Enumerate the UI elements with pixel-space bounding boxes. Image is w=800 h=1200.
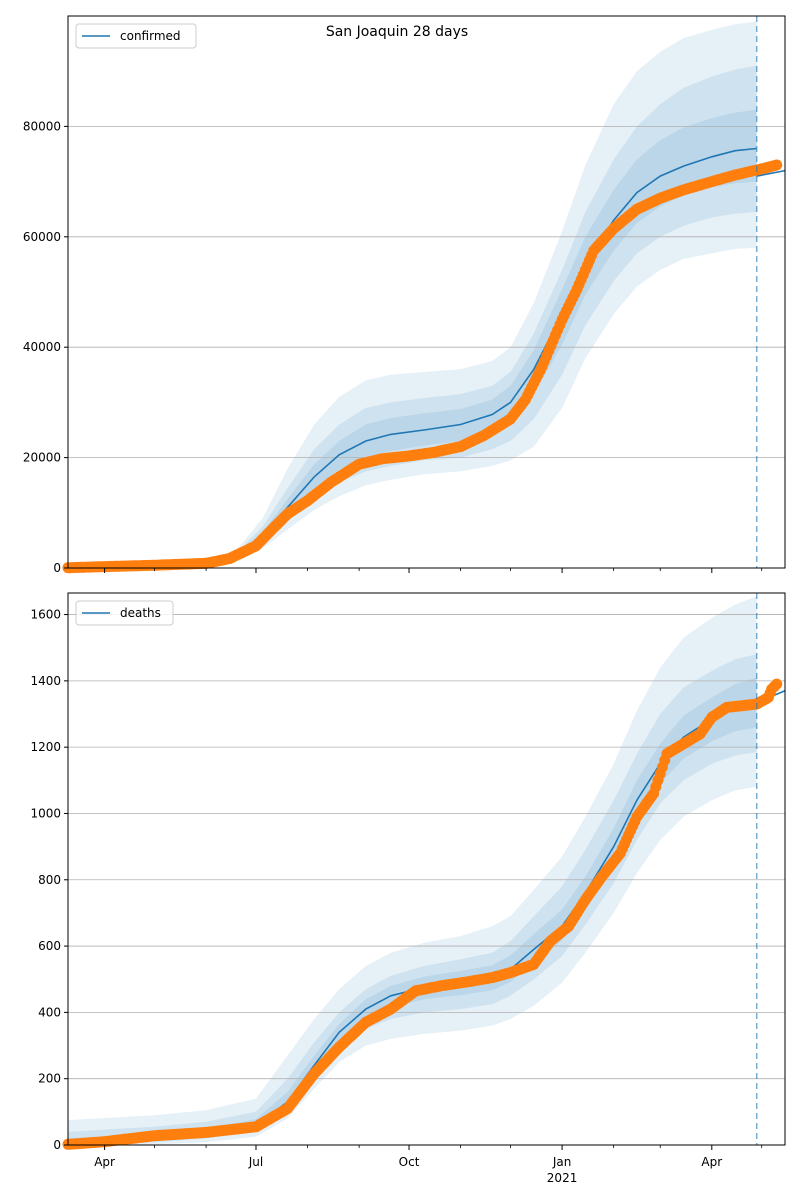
- deaths-legend: deaths: [75, 600, 174, 626]
- axes-frame: [67, 15, 786, 569]
- y-tick-label: 200: [38, 1072, 61, 1086]
- confirmed-axes-frame: [67, 15, 786, 569]
- y-tick-label: 20000: [23, 451, 61, 465]
- forecast-line: [756, 169, 786, 177]
- legend-box: [75, 23, 197, 49]
- y-tick-label: 40000: [23, 340, 61, 354]
- y-tick-label: 600: [38, 939, 61, 953]
- interval-band-3: [68, 109, 757, 569]
- x-tick-label: Apr: [94, 1155, 115, 1169]
- deaths-axes-frame: [67, 592, 786, 1146]
- interval-band-2: [68, 65, 757, 568]
- legend-label: deaths: [120, 606, 161, 620]
- observed-point: [771, 678, 783, 690]
- confirmed-x-axis: [104, 568, 763, 573]
- x-tick-label: Oct: [399, 1155, 420, 1169]
- interval-band-2: [68, 654, 757, 1145]
- y-tick-label: 1200: [30, 740, 61, 754]
- confirmed-panel: 0 20000 40000 60000 80000 confirmed San Joaq…: [23, 15, 786, 575]
- x-tick-label: Apr: [701, 1155, 722, 1169]
- y-tick-label: 1600: [30, 608, 61, 622]
- confirmed-y-axis: 0 20000 40000 60000 80000: [23, 119, 68, 575]
- interval-band-3: [68, 677, 757, 1145]
- legend-box: [75, 600, 174, 626]
- x-tick-year-label: 2021: [547, 1171, 578, 1185]
- deaths-y-axis: 0 200 400 600 800 1000 1200 1400 1600: [30, 608, 68, 1152]
- y-tick-label: 60000: [23, 230, 61, 244]
- confirmed-observed-points: [62, 159, 783, 574]
- y-tick-label: 80000: [23, 119, 61, 133]
- chart-title: San Joaquin 28 days: [326, 24, 468, 40]
- x-tick-label: Jul: [248, 1155, 263, 1169]
- y-tick-label: 0: [53, 1138, 61, 1152]
- y-tick-label: 0: [53, 561, 61, 575]
- interval-band-1: [68, 596, 757, 1145]
- legend-label: confirmed: [120, 29, 181, 43]
- deaths-x-axis: Apr Jul Oct Jan 2021 Apr: [94, 1145, 763, 1185]
- confirmed-legend: confirmed: [75, 23, 197, 49]
- y-tick-label: 1400: [30, 674, 61, 688]
- observed-point: [771, 159, 783, 171]
- y-tick-label: 400: [38, 1005, 61, 1019]
- deaths-observed-points: [62, 678, 783, 1150]
- deaths-panel: 0 200 400 600 800 1000 1200 1400 1600 Apr Jul Oct J…: [30, 592, 786, 1185]
- deaths-gridlines: [68, 614, 785, 1080]
- y-tick-label: 800: [38, 873, 61, 887]
- axes-frame: [67, 592, 786, 1146]
- y-tick-label: 1000: [30, 806, 61, 820]
- x-tick-label: Jan: [552, 1155, 572, 1169]
- deaths-interval-bands: [68, 596, 757, 1145]
